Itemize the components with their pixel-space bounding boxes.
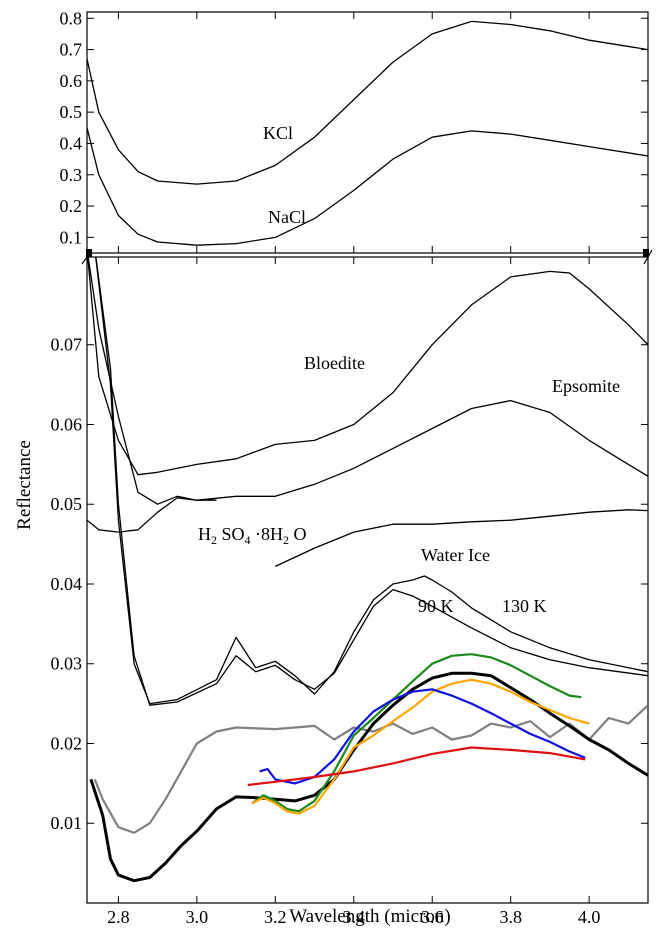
label-90k: 90 K [418,596,454,616]
series-gray-spectrum [93,704,648,834]
series-epsomite [87,257,648,505]
upper-y-tick-label: 0.1 [60,227,83,247]
series-green-spectrum [251,653,582,813]
upper-plot-frame [86,11,649,254]
axis-break-marks [81,249,653,265]
label-bloedite: Bloedite [304,353,365,373]
lower-y-tick-label: 0.01 [51,813,83,833]
lower-y-tick-label: 0.06 [51,414,83,434]
series-water-ice-90-k [95,257,648,705]
y-axis-title: Reflectance [14,440,35,530]
series-nacl [87,127,648,246]
x-tick-label: 3.0 [186,907,209,927]
upper-panel: 0.1 0.2 0.3 0.4 0.5 0.6 0.7 0.8 [60,8,649,254]
lower-y-tick-label: 0.07 [51,335,83,355]
lower-y-tick-label: 0.05 [51,494,83,514]
upper-y-tick-label: 0.4 [60,133,83,153]
series-orange-spectrum [251,678,590,815]
series-black-spectrum [89,671,648,883]
label-130k: 130 K [502,596,547,616]
series-h2so4-8h2o [87,497,217,533]
upper-series-group [87,20,648,246]
lower-y-tick-label: 0.04 [51,574,83,594]
series-red-spectrum [247,746,586,787]
lower-panel: 0.01 0.02 0.03 0.04 0.05 0.06 0.07 2.8 3.0 3.2 3.4… [51,256,649,927]
x-tick-label: 2.8 [107,907,130,927]
upper-y-tick-label: 0.3 [60,165,83,185]
series-water-ice-130-k [95,257,648,706]
x-tick-label: 4.0 [578,907,601,927]
x-tick-label: 3.6 [421,907,444,927]
upper-y-tick-label: 0.6 [60,71,83,91]
label-water-ice: Water Ice [421,545,490,565]
lower-y-tick-label: 0.03 [51,654,83,674]
series-kcl [87,20,648,185]
label-kcl: KCl [263,123,293,143]
label-epsomite: Epsomite [552,376,620,396]
x-tick-label: 3.2 [264,907,287,927]
series-h2so4-8h2o-continued [275,509,648,567]
upper-y-tick-label: 0.7 [60,40,83,60]
x-tick-label: 3.4 [343,907,366,927]
label-h2so4: H2 SO4 ·8H2 O [198,524,307,547]
upper-y-tick-label: 0.8 [60,8,83,28]
x-axis-title: Wavelength (micron) [289,906,451,927]
upper-y-tick-label: 0.2 [60,196,83,216]
lower-y-tick-label: 0.02 [51,733,83,753]
upper-y-tick-label: 0.5 [60,102,83,122]
lower-plot-frame [86,256,649,904]
label-nacl: NaCl [268,207,306,227]
series-bloedite [87,257,648,476]
x-tick-label: 3.8 [499,907,522,927]
lower-series-group [87,257,648,883]
series-blue-spectrum [259,688,586,785]
